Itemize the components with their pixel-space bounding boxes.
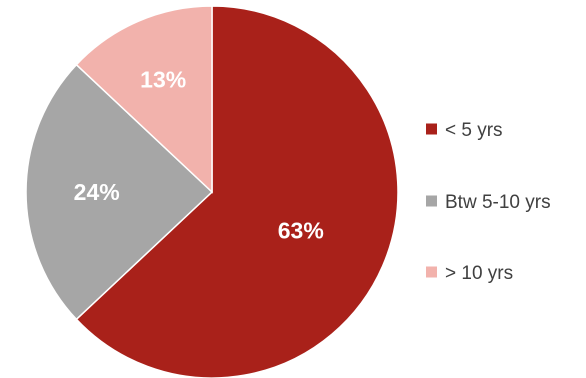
legend-label-lt5: < 5 yrs (445, 120, 503, 141)
slice-label-lt5: 63% (278, 217, 324, 243)
legend-swatch-lt5 (426, 123, 437, 135)
slice-label-5to10: 24% (74, 179, 120, 205)
legend-label-5to10: Btw 5-10 yrs (445, 192, 551, 213)
pie-slice-gt10 (75, 5, 213, 194)
pie-slice-labels: 63% 24% 13% (74, 66, 324, 243)
legend-swatch-gt10 (426, 266, 437, 278)
pie-slice-lt5 (75, 5, 399, 378)
slice-label-gt10: 13% (140, 66, 186, 92)
legend-label-gt10: > 10 yrs (445, 263, 513, 284)
legend-swatch-5to10 (426, 195, 437, 207)
pie-slices (25, 5, 399, 378)
pie-slice-5to10 (25, 63, 214, 321)
legend: < 5 yrs Btw 5-10 yrs > 10 yrs (426, 120, 551, 284)
